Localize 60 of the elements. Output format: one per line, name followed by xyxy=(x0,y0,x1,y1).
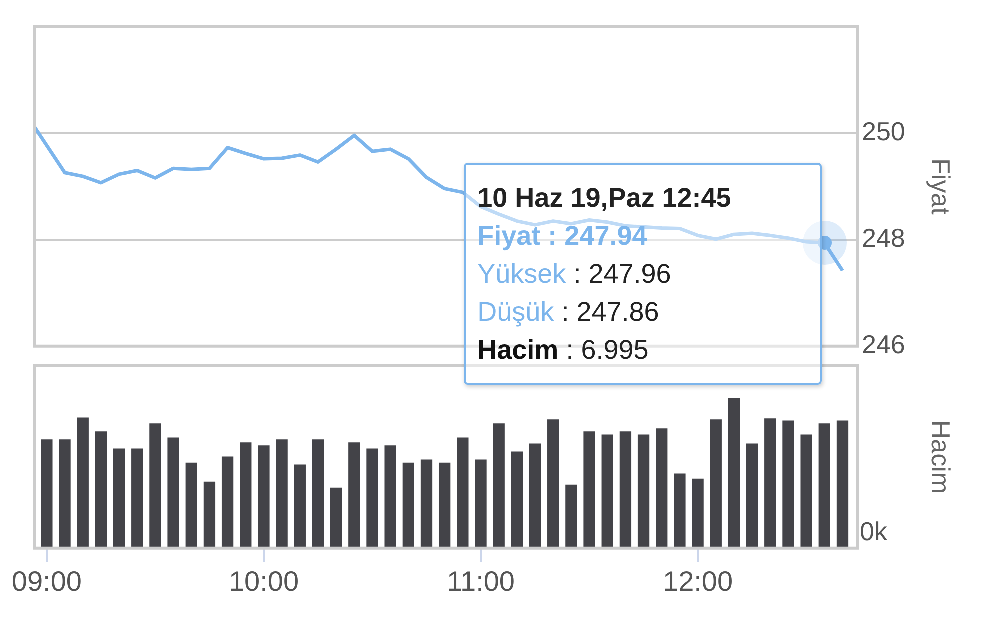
bar xyxy=(548,420,560,548)
bar xyxy=(674,474,686,548)
bar xyxy=(348,442,360,548)
bar xyxy=(222,456,234,548)
annotation: Yüksek : 247.96 xyxy=(478,259,672,290)
annotation: Düşük : 247.86 xyxy=(478,297,660,328)
bar xyxy=(204,482,216,548)
bar xyxy=(746,444,758,548)
y-tick-label: 250 xyxy=(862,116,906,147)
bar xyxy=(366,448,378,548)
bar xyxy=(420,460,433,548)
x-tick-label: 11:00 xyxy=(447,566,516,597)
bar xyxy=(59,440,71,548)
bar xyxy=(330,488,342,548)
bar xyxy=(584,432,596,548)
bar xyxy=(818,424,830,548)
x-tick-label: 10:00 xyxy=(228,566,300,597)
bar xyxy=(312,440,324,548)
bar xyxy=(475,460,487,548)
text: 0k xyxy=(860,516,888,547)
bar xyxy=(764,418,776,548)
x-tick-label: 09:00 xyxy=(12,566,82,597)
bar xyxy=(529,444,542,548)
bar xyxy=(602,434,614,548)
x-tick-label: 12:00 xyxy=(663,566,734,597)
bar xyxy=(457,438,469,548)
bar xyxy=(132,448,144,548)
bar xyxy=(511,452,524,548)
bar xyxy=(294,464,306,548)
bar xyxy=(168,438,180,548)
y-tick-label: 246 xyxy=(862,330,906,360)
bar xyxy=(782,420,794,548)
y-tick-label: 248 xyxy=(862,223,906,254)
bar xyxy=(638,434,650,548)
bar xyxy=(113,448,126,548)
bar xyxy=(692,478,704,548)
annotation: 10 Haz 19,Paz 12:45 xyxy=(478,182,732,216)
bar xyxy=(240,442,252,548)
bar xyxy=(566,484,578,548)
bar xyxy=(384,446,396,548)
bar xyxy=(95,432,108,548)
bar xyxy=(728,398,740,548)
annotation: Fiyat : 247.94 xyxy=(478,221,648,252)
y-axis-title: Fiyat xyxy=(926,158,956,216)
annotation: Hacim : 6.995 xyxy=(478,335,649,366)
bar xyxy=(41,440,53,548)
y-axis-title: Hacim xyxy=(926,420,956,494)
bar xyxy=(836,420,849,548)
bar xyxy=(77,418,89,548)
bar xyxy=(493,424,505,548)
bar xyxy=(620,432,632,548)
bar xyxy=(656,428,668,548)
bar xyxy=(800,434,812,548)
bar xyxy=(258,446,270,548)
bar xyxy=(186,462,198,548)
bar xyxy=(402,462,414,548)
bar xyxy=(710,420,722,548)
bar xyxy=(439,462,451,548)
bar xyxy=(150,424,162,548)
bar xyxy=(276,440,288,548)
